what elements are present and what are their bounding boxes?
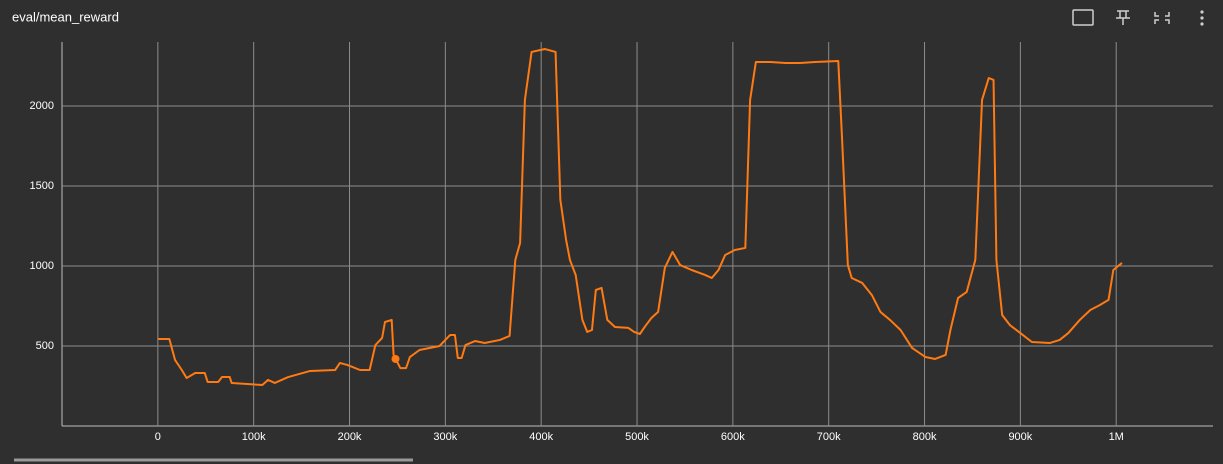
x-tick-label: 700k [817, 431, 841, 443]
hover-point [391, 354, 400, 363]
x-tick-label: 300k [433, 431, 457, 443]
x-tick-label: 900k [1008, 431, 1032, 443]
x-tick-label: 200k [338, 431, 362, 443]
fit-domain-button[interactable] [1072, 9, 1094, 26]
y-tick-label: 1000 [30, 260, 54, 272]
y-tick-label: 1500 [30, 180, 54, 192]
y-tick-label: 2000 [30, 100, 54, 112]
y-tick-label: 500 [36, 340, 54, 352]
pin-button[interactable] [1116, 10, 1130, 25]
x-tick-label: 100k [242, 431, 266, 443]
toolbar [1072, 9, 1204, 26]
x-tick-label: 600k [721, 431, 745, 443]
chart-title: eval/mean_reward [12, 9, 119, 24]
collapse-button[interactable] [1154, 12, 1170, 24]
more-button[interactable] [1200, 10, 1204, 26]
x-tick-label: 800k [913, 431, 937, 443]
x-tick-label: 1M [1109, 431, 1124, 443]
x-tick-label: 400k [529, 431, 553, 443]
data-line [157, 48, 1123, 387]
x-tick-label: 500k [625, 431, 649, 443]
x-tick-label: 0 [155, 431, 161, 443]
